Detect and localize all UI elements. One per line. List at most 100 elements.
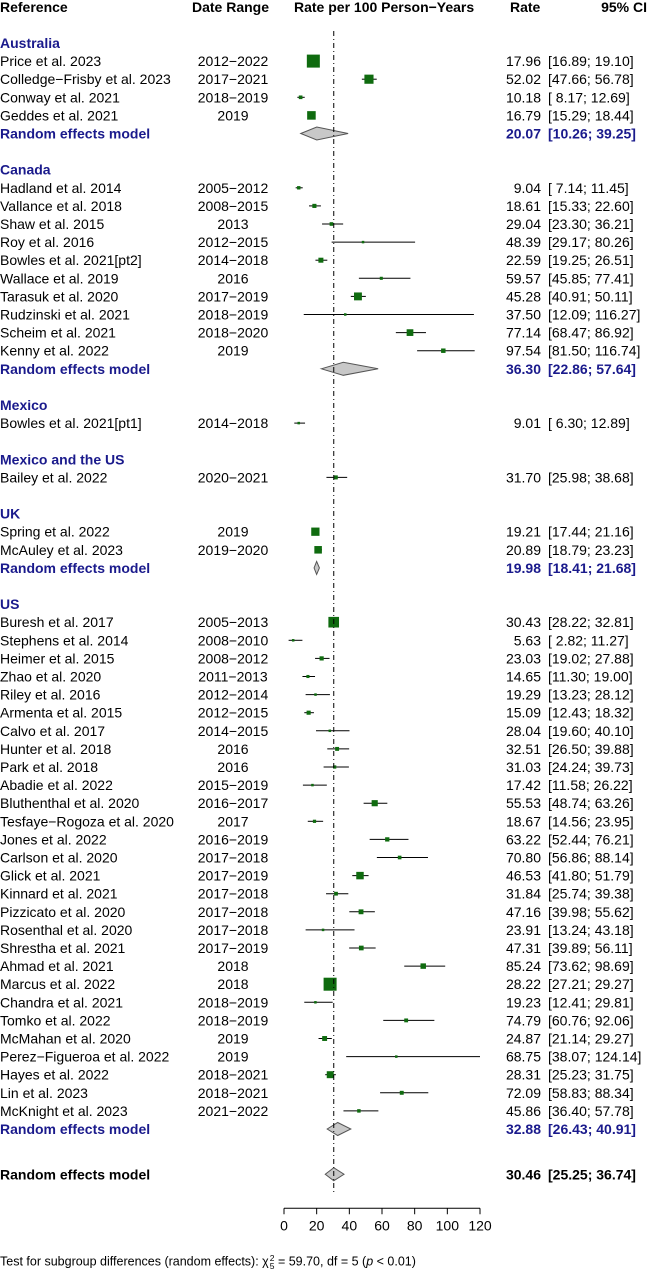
footnote-p: p	[366, 1254, 374, 1269]
study-rate: 16.79	[506, 107, 541, 123]
study-ci: [ 7.14; 11.45]	[548, 180, 629, 196]
study-square	[307, 111, 316, 120]
overall-summary-rate: 30.46	[506, 1166, 541, 1182]
study-date-range: 2019	[217, 1031, 248, 1047]
study-reference: McKnight et al. 2023	[0, 1103, 128, 1119]
study-mark	[305, 928, 355, 932]
study-square	[356, 871, 364, 880]
header-date-range: Date Range	[192, 0, 269, 15]
study-date-range: 2017−2019	[198, 940, 269, 956]
study-date-range: 2013	[217, 216, 248, 232]
footnote-prefix: Test for subgroup differences (random ef…	[0, 1254, 269, 1269]
study-square	[314, 546, 322, 554]
overall-summary-mark	[324, 1167, 345, 1182]
study-rate: 63.22	[506, 831, 541, 847]
study-ci: [17.44; 21.16]	[548, 524, 634, 540]
study-rate: 97.54	[506, 343, 541, 359]
study-mark	[323, 765, 349, 769]
study-date-range: 2018−2020	[198, 325, 269, 341]
study-rate: 74.79	[506, 1012, 541, 1028]
study-mark	[350, 292, 366, 301]
subgroup-summary-ci: [10.26; 39.25]	[548, 126, 636, 142]
study-reference: Colledge−Frisby et al. 2023	[0, 71, 171, 87]
study-ci: [25.74; 39.38]	[548, 886, 634, 902]
study-date-range: 2017−2018	[198, 904, 269, 920]
summary-diamond	[319, 361, 379, 376]
forest-rows: Australia Price et al. 2023 2012−2022 17.96…	[0, 31, 641, 1195]
study-rate: 28.04	[506, 723, 541, 739]
study-date-range: 2017−2019	[198, 868, 269, 884]
subgroup-test-footnote: Test for subgroup differences (random ef…	[0, 1253, 416, 1271]
study-rate: 30.43	[506, 614, 541, 630]
study-reference: Conway et al. 2021	[0, 89, 120, 105]
overall-summary-label: Random effects model	[0, 1166, 150, 1182]
study-square	[312, 819, 317, 823]
study-mark	[361, 74, 377, 84]
study-date-range: 2018−2021	[198, 1085, 269, 1101]
study-reference: Rudzinski et al. 2021	[0, 307, 130, 323]
study-square	[298, 95, 303, 100]
study-ci: [11.30; 19.00]	[548, 669, 633, 685]
study-rate: 10.18	[506, 89, 541, 105]
study-square	[306, 674, 310, 679]
study-ci: [41.80; 51.79]	[548, 868, 634, 884]
study-reference: Scheim et al. 2021	[0, 325, 116, 341]
study-mark	[315, 257, 328, 263]
study-date-range: 2008−2012	[198, 650, 269, 666]
study-date-range: 2016	[217, 759, 248, 775]
study-ci: [60.76; 92.06]	[548, 1012, 634, 1028]
group-heading: US	[0, 596, 19, 612]
study-ci: [26.50; 39.88]	[548, 741, 634, 757]
study-mark	[363, 800, 388, 807]
study-mark	[376, 855, 428, 860]
study-ci: [16.89; 19.10]	[548, 53, 634, 69]
study-square	[385, 837, 390, 842]
study-rate: 29.04	[506, 216, 541, 232]
study-mark	[316, 729, 350, 733]
study-square	[333, 765, 337, 769]
study-date-range: 2017−2019	[198, 288, 269, 304]
study-rate: 24.87	[506, 1031, 541, 1047]
study-rate: 37.50	[506, 307, 541, 323]
study-ci: [27.21; 29.27]	[548, 976, 634, 992]
study-date-range: 2012−2015	[198, 234, 269, 250]
study-mark	[315, 656, 330, 661]
study-reference: Chandra et al. 2021	[0, 994, 123, 1010]
header-row: Reference Date Range Rate per 100 Person…	[0, 0, 647, 15]
study-mark	[306, 54, 320, 68]
group-heading: Australia	[0, 35, 60, 51]
footnote-stat: = 59.70, df = 5 (	[274, 1254, 367, 1269]
header-rate-per-100: Rate per 100 Person−Years	[294, 0, 474, 15]
study-date-range: 2014−2015	[198, 723, 269, 739]
study-date-range: 2018	[217, 976, 248, 992]
study-ci: [19.02; 27.88]	[548, 650, 634, 666]
subgroup-summary-mark	[313, 560, 320, 576]
study-ci: [40.91; 50.11]	[548, 288, 633, 304]
study-rate: 68.75	[506, 1049, 541, 1065]
subgroup-summary-rate: 19.98	[506, 560, 541, 576]
study-square	[306, 710, 311, 715]
study-reference: Stephens et al. 2014	[0, 632, 129, 648]
study-date-range: 2019	[217, 1049, 248, 1065]
group-heading: UK	[0, 506, 20, 522]
study-date-range: 2012−2014	[198, 687, 269, 703]
study-reference: Hayes et al. 2022	[0, 1067, 109, 1083]
study-mark	[309, 203, 321, 208]
study-mark	[331, 240, 416, 244]
study-square	[420, 963, 426, 969]
study-mark	[288, 639, 303, 642]
study-reference: Rosenthal et al. 2020	[0, 922, 133, 938]
summary-diamond	[299, 126, 349, 141]
x-tick-label: 60	[374, 1217, 390, 1233]
chi-sup: 2	[269, 1253, 275, 1263]
study-mark	[380, 1090, 429, 1095]
study-ci: [81.50; 116.74]	[548, 343, 640, 359]
study-square	[333, 475, 338, 480]
study-reference: Shaw et al. 2015	[0, 216, 105, 232]
study-rate: 32.51	[506, 741, 541, 757]
study-date-range: 2016	[217, 270, 248, 286]
study-square	[314, 1001, 317, 1004]
study-reference: Perez−Figueroa et al. 2022	[0, 1049, 169, 1065]
study-mark	[395, 329, 426, 336]
study-square	[311, 527, 320, 536]
